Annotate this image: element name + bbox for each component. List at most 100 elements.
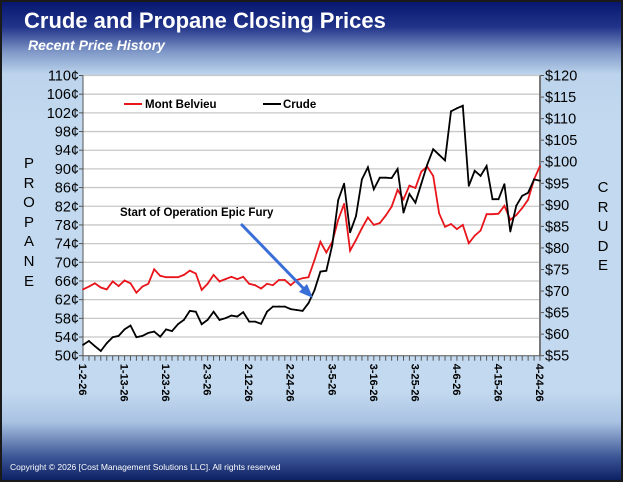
right-tick-label: $95 [545, 176, 569, 192]
data-point [396, 189, 399, 191]
legend: Mont Belvieu Crude [124, 99, 316, 111]
data-point [200, 288, 203, 291]
data-point [396, 168, 399, 170]
data-point [88, 285, 90, 288]
data-point [325, 251, 328, 254]
left-tick-label: 106¢ [47, 87, 79, 103]
left-tick-label: 82¢ [55, 199, 79, 215]
x-tick-label: 1-23-26 [159, 364, 171, 402]
data-point [194, 310, 197, 313]
data-point [444, 225, 446, 228]
data-point [479, 229, 482, 232]
data-point [491, 213, 494, 216]
x-tick-label: 2-12-26 [242, 364, 254, 402]
data-point [355, 215, 357, 217]
data-point [426, 163, 429, 166]
data-point [509, 218, 512, 221]
data-point [527, 191, 530, 194]
data-point [456, 107, 458, 110]
left-axis-ticks: 50¢ 54¢ 58¢ 62¢ 66¢ 70¢ 74¢ 78¢ 82¢ 86¢ 90¢ 94¢ 98¢ 1… [47, 69, 79, 365]
data-point [503, 183, 506, 186]
data-point [515, 214, 518, 217]
data-point [277, 305, 280, 308]
right-tick-label: $105 [545, 133, 577, 149]
data-point [384, 176, 387, 179]
left-tick-label: 94¢ [55, 143, 79, 159]
data-point [355, 238, 357, 241]
left-tick-label: 74¢ [55, 237, 79, 253]
data-point [337, 199, 340, 201]
x-tick-label: 2-3-26 [201, 364, 213, 396]
data-point [521, 194, 524, 197]
right-tick-label: $110 [545, 112, 576, 128]
left-tick-label: 66¢ [55, 274, 79, 290]
series-line-mont-belvieu [82, 165, 541, 295]
data-point [254, 284, 257, 287]
right-tick-label: $55 [545, 349, 569, 365]
data-point [99, 286, 102, 289]
data-point [283, 305, 286, 308]
data-point [153, 330, 156, 333]
data-point [438, 153, 441, 156]
data-point [479, 175, 482, 177]
data-point [135, 336, 138, 339]
data-point [159, 335, 162, 338]
data-point [177, 323, 179, 326]
data-point [295, 309, 298, 311]
data-point [289, 308, 292, 311]
data-point [390, 177, 393, 179]
data-point [141, 285, 144, 288]
data-point [515, 204, 518, 207]
data-point [456, 228, 458, 231]
data-point [539, 179, 541, 182]
x-axis-ticks: 1-2-26 1-13-26 1-23-26 2-3-26 2-12-26 2-24-26… [76, 364, 545, 402]
data-point [266, 282, 268, 285]
right-tick-label: $80 [545, 241, 569, 257]
data-point [485, 213, 488, 216]
data-point [485, 165, 488, 167]
x-tick-label: 3-5-26 [325, 364, 337, 396]
data-point [408, 193, 411, 195]
data-point [212, 310, 215, 313]
annotation-text: Start of Operation Epic Fury [120, 207, 274, 219]
data-point [260, 287, 262, 290]
data-point [402, 211, 405, 214]
data-point [188, 309, 191, 312]
data-point [361, 227, 363, 230]
x-tick-label: 4-6-26 [450, 364, 462, 396]
arrow-shaft [239, 222, 307, 292]
data-point [491, 198, 494, 201]
left-tick-label: 58¢ [55, 311, 79, 327]
data-point [432, 148, 435, 151]
data-point [218, 280, 221, 283]
data-point [254, 320, 257, 323]
data-point [188, 269, 191, 272]
left-tick-label: 86¢ [55, 181, 79, 197]
data-point [260, 322, 262, 325]
data-point [82, 288, 84, 291]
data-point [111, 336, 114, 339]
arrow-head [299, 284, 313, 298]
data-point [337, 218, 340, 221]
right-tick-label: $85 [545, 219, 569, 235]
data-point [135, 291, 138, 294]
data-point [236, 315, 239, 318]
gridlines [83, 74, 540, 338]
data-point [408, 184, 411, 187]
left-tick-label: 50¢ [55, 349, 79, 365]
data-point [242, 275, 245, 278]
data-point [301, 277, 304, 280]
data-point [82, 344, 84, 346]
data-point [319, 240, 322, 243]
data-point [129, 324, 132, 327]
data-point [123, 328, 126, 331]
data-point [390, 205, 393, 208]
x-tick-label: 4-15-26 [491, 364, 503, 402]
data-point [473, 169, 476, 172]
data-point [272, 305, 274, 308]
data-point [194, 272, 197, 275]
data-point [402, 198, 405, 201]
data-point [289, 284, 292, 287]
data-point [200, 323, 203, 326]
data-point [230, 275, 233, 278]
